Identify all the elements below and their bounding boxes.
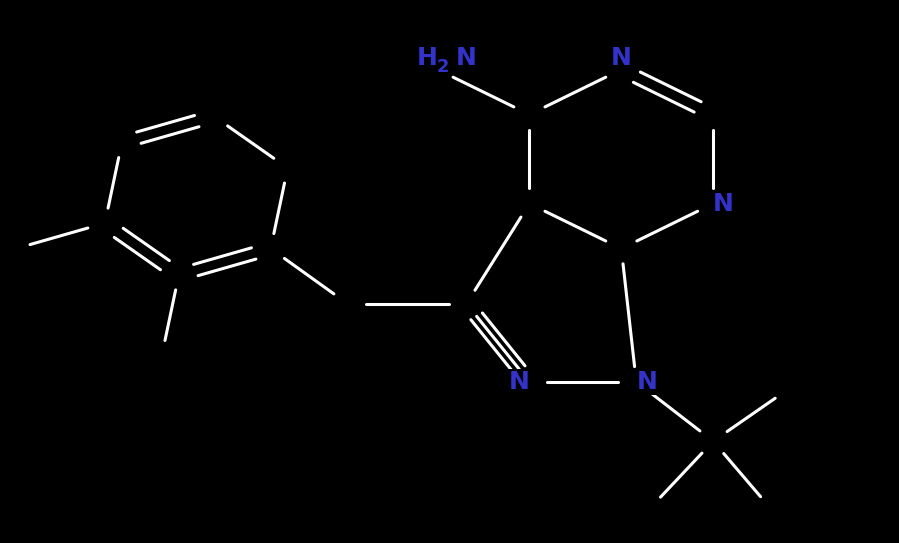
Text: 2: 2 <box>437 58 449 77</box>
Text: N: N <box>611 46 632 70</box>
Text: N: N <box>636 370 657 394</box>
Text: N: N <box>509 370 530 394</box>
Text: N: N <box>456 46 476 70</box>
Text: N: N <box>713 192 734 216</box>
Text: H: H <box>416 46 438 70</box>
